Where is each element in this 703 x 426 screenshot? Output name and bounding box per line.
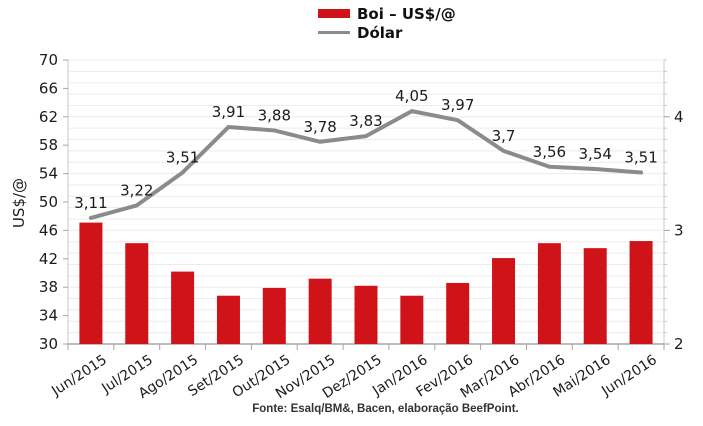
data-label: 3,51 [624,148,657,166]
data-label: 3,78 [303,118,336,136]
bar-boi [308,278,332,344]
data-label: 4,05 [395,87,428,105]
chart-legend: Boi – US$/@ Dólar [318,4,456,42]
left-axis-tick-label: 30 [39,335,58,353]
right-axis-tick-label: 4 [674,108,684,126]
left-axis-tick-label: 58 [39,136,58,154]
legend-label-dolar: Dólar [357,23,403,42]
bar-boi [354,285,378,344]
bar-boi [537,243,561,344]
right-axis-tick-label: 2 [674,335,684,353]
legend-label-boi: Boi – US$/@ [357,4,456,23]
data-label: 3,91 [212,103,245,121]
source-note: Fonte: Esalq/BM&, Bacen, elaboração Beef… [252,403,519,415]
right-axis-tick-label: 3 [674,221,684,239]
data-label: 3,7 [492,127,516,145]
bar-boi [583,248,607,344]
bar-boi [446,282,470,344]
dolar-data-labels: 3,11 3,22 3,51 3,91 3,88 3,78 3,83 4,05 3,97 3,7 3… [74,87,658,212]
bar-boi [216,295,240,344]
left-axis-tick-label: 50 [39,193,58,211]
left-axis-tick-label: 70 [39,51,58,69]
bar-boi [400,295,424,344]
bar-boi [262,287,286,344]
data-label: 3,11 [74,194,107,212]
left-axis-tick-label: 54 [39,165,58,183]
bar-boi [171,271,195,344]
data-label: 3,54 [579,145,612,163]
bar-series-boi [79,222,653,344]
left-axis-tick-label: 38 [39,278,58,296]
left-axis-tick-label: 62 [39,108,58,126]
data-label: 3,88 [258,106,291,124]
data-label: 3,97 [441,96,474,114]
legend-item-boi: Boi – US$/@ [318,4,456,23]
dolar-series-line-icon [318,31,350,34]
left-axis-tick-label: 46 [39,221,58,239]
left-axis-tick-label: 66 [39,79,58,97]
boi-series-swatch-icon [318,9,350,18]
legend-item-dolar: Dólar [318,23,456,42]
left-axis-tick-label: 34 [39,307,58,325]
left-axis-tick-label: 42 [39,250,58,268]
data-label: 3,51 [166,148,199,166]
bar-boi [492,258,516,344]
gridlines [68,59,664,334]
bar-boi [79,222,103,344]
bar-boi [125,243,149,344]
bar-boi [629,241,653,344]
dolar-line [88,109,644,220]
data-label: 3,83 [349,112,382,130]
data-label: 3,22 [120,181,153,199]
data-label: 3,56 [533,143,566,161]
